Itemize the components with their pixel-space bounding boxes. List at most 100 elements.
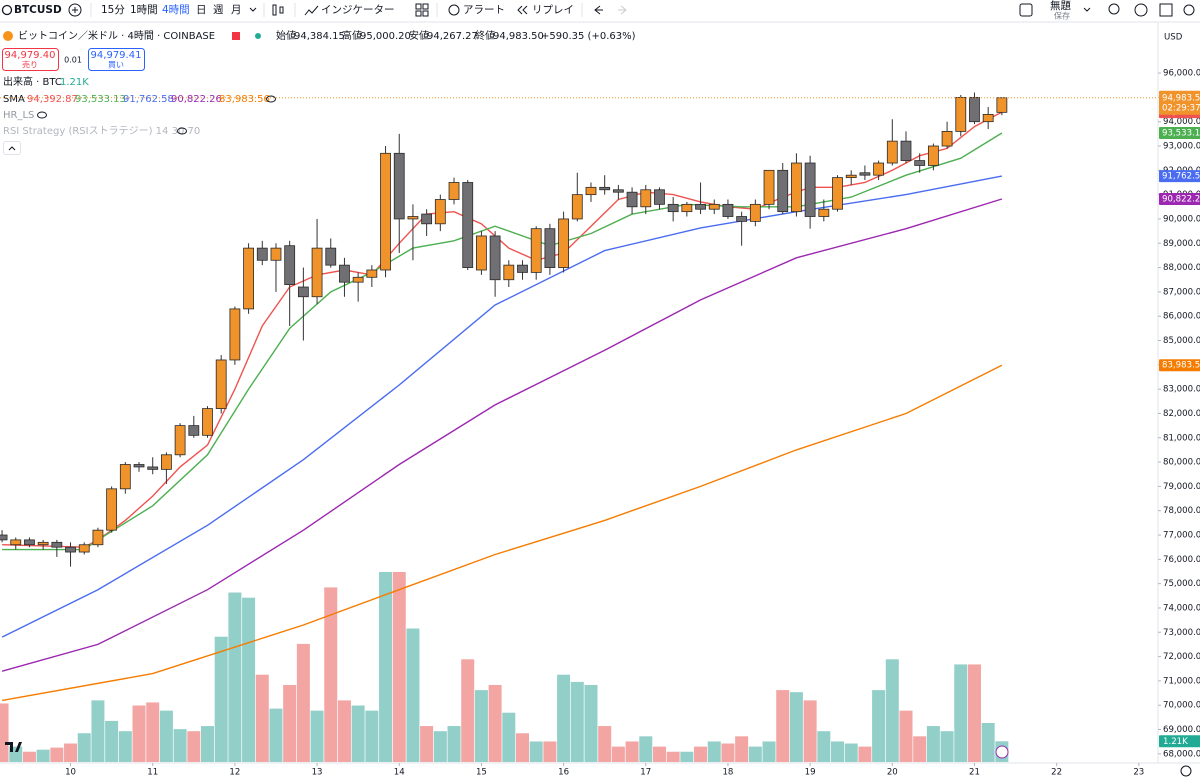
sell-button[interactable] [2,48,59,71]
candle-body [585,186,597,196]
candle-body [270,247,282,261]
candle-body [599,186,611,191]
indicator-icon[interactable] [304,5,319,16]
layout-icon[interactable] [415,3,422,10]
interval-active[interactable]: 4時間 [162,4,190,16]
volume-bar [625,741,639,762]
candle-body [832,177,843,210]
volume-bar [707,741,721,762]
volume-bar [91,700,105,762]
change: +590.35 (+0.63%) [541,31,636,42]
candle-body [791,162,802,213]
sma-price-tag-label: 91,762.58 [1162,172,1200,182]
volume-tag-label: 1.21K [1163,737,1188,747]
sma-price-tag [1159,170,1200,183]
layout-icon [422,10,429,17]
last-price-tag [1159,90,1200,115]
hidden-icon[interactable] [177,127,187,135]
chart-type-icon[interactable] [272,4,277,16]
fullscreen-icon[interactable] [1159,3,1173,17]
candle-body [37,541,49,546]
dropdown-icon[interactable] [249,7,257,12]
volume-bar [187,731,201,762]
alert-icon[interactable] [448,4,460,16]
candle-body [914,160,926,166]
layout-name[interactable]: 無題 [1050,0,1072,12]
candle-body [777,169,789,213]
settings-icon[interactable] [1134,3,1148,17]
volume-bar [789,692,803,762]
lightning-icon[interactable] [995,745,1009,759]
candle-body [640,189,652,208]
y-tick-label: 70,000.00 [1163,701,1200,711]
y-tick-label: 76,000.00 [1163,555,1200,565]
candle-body [256,247,268,261]
time-axis: 10 11 12 13 14 15 16 17 18 19 20 21 22 23 [0,762,1200,778]
replay-icon[interactable] [517,5,528,15]
symbol[interactable]: BTCUSD [14,4,62,16]
collapse-button[interactable] [3,141,21,155]
replay-button[interactable]: リプレイ [532,4,574,16]
currency: USD [1164,33,1183,43]
candle-body [339,264,350,283]
volume-bar [502,712,516,762]
indicators-button[interactable]: インジケーター [321,4,395,16]
volume-bar [529,741,543,762]
volume-bar [200,726,214,762]
redo-icon[interactable] [618,5,627,15]
volume-bar [22,751,36,762]
candle-body [0,534,8,541]
volume-bar [652,746,666,762]
y-tick-label: 86,000.00 [1163,312,1200,322]
volume-bar [433,731,447,762]
volume-bar [146,702,160,762]
save-label[interactable]: 保存 [1054,11,1070,21]
axis-settings[interactable] [1180,765,1192,777]
volume-bar [283,684,297,762]
candle-body [10,539,22,546]
layout-select[interactable] [1019,3,1033,17]
sma-value: 91,762.58 [123,94,174,105]
x-tick-label: 11 [147,768,158,778]
interval[interactable]: 月 [231,4,242,16]
interval[interactable]: 15分 [101,4,125,16]
y-tick-label: 82,000.00 [1163,409,1200,419]
candle-body [119,464,131,490]
candle-body [352,276,364,283]
interval[interactable]: 1時間 [130,4,158,16]
candle-body [900,140,912,161]
candle-body [530,228,542,273]
hidden-icon[interactable] [266,95,276,103]
volume-bar [899,710,913,762]
search-icon[interactable] [1,4,13,16]
sma-price-tag [1159,127,1200,140]
y-tick-label: 73,000.00 [1163,628,1200,638]
candle-body [571,194,583,220]
hidden-icon[interactable] [37,111,47,119]
volume-bar [50,747,64,762]
undo-icon[interactable] [594,5,603,15]
ohlc-label: 安値 [409,29,429,42]
candle-body [681,203,693,213]
interval[interactable]: 週 [213,4,224,16]
volume-bar [666,751,680,762]
camera-icon[interactable] [1183,4,1195,16]
alert-button[interactable]: アラート [463,4,505,16]
candle-body [818,208,830,217]
dropdown-icon[interactable] [1083,7,1091,12]
volume-bar [913,736,927,762]
y-tick-label: 77,000.00 [1163,531,1200,541]
quick-search[interactable] [1108,3,1120,15]
volume-bar [735,736,749,762]
candle-body [612,189,624,193]
candle-body [941,131,953,147]
volume-bar [159,710,173,762]
volume-bar [584,684,598,762]
flag-icon[interactable] [232,32,240,40]
buy-button[interactable] [88,48,145,71]
layout-icon [422,3,429,10]
y-tick-label: 72,000.00 [1163,652,1200,662]
compare-button[interactable] [68,3,82,17]
interval[interactable]: 日 [196,4,207,16]
